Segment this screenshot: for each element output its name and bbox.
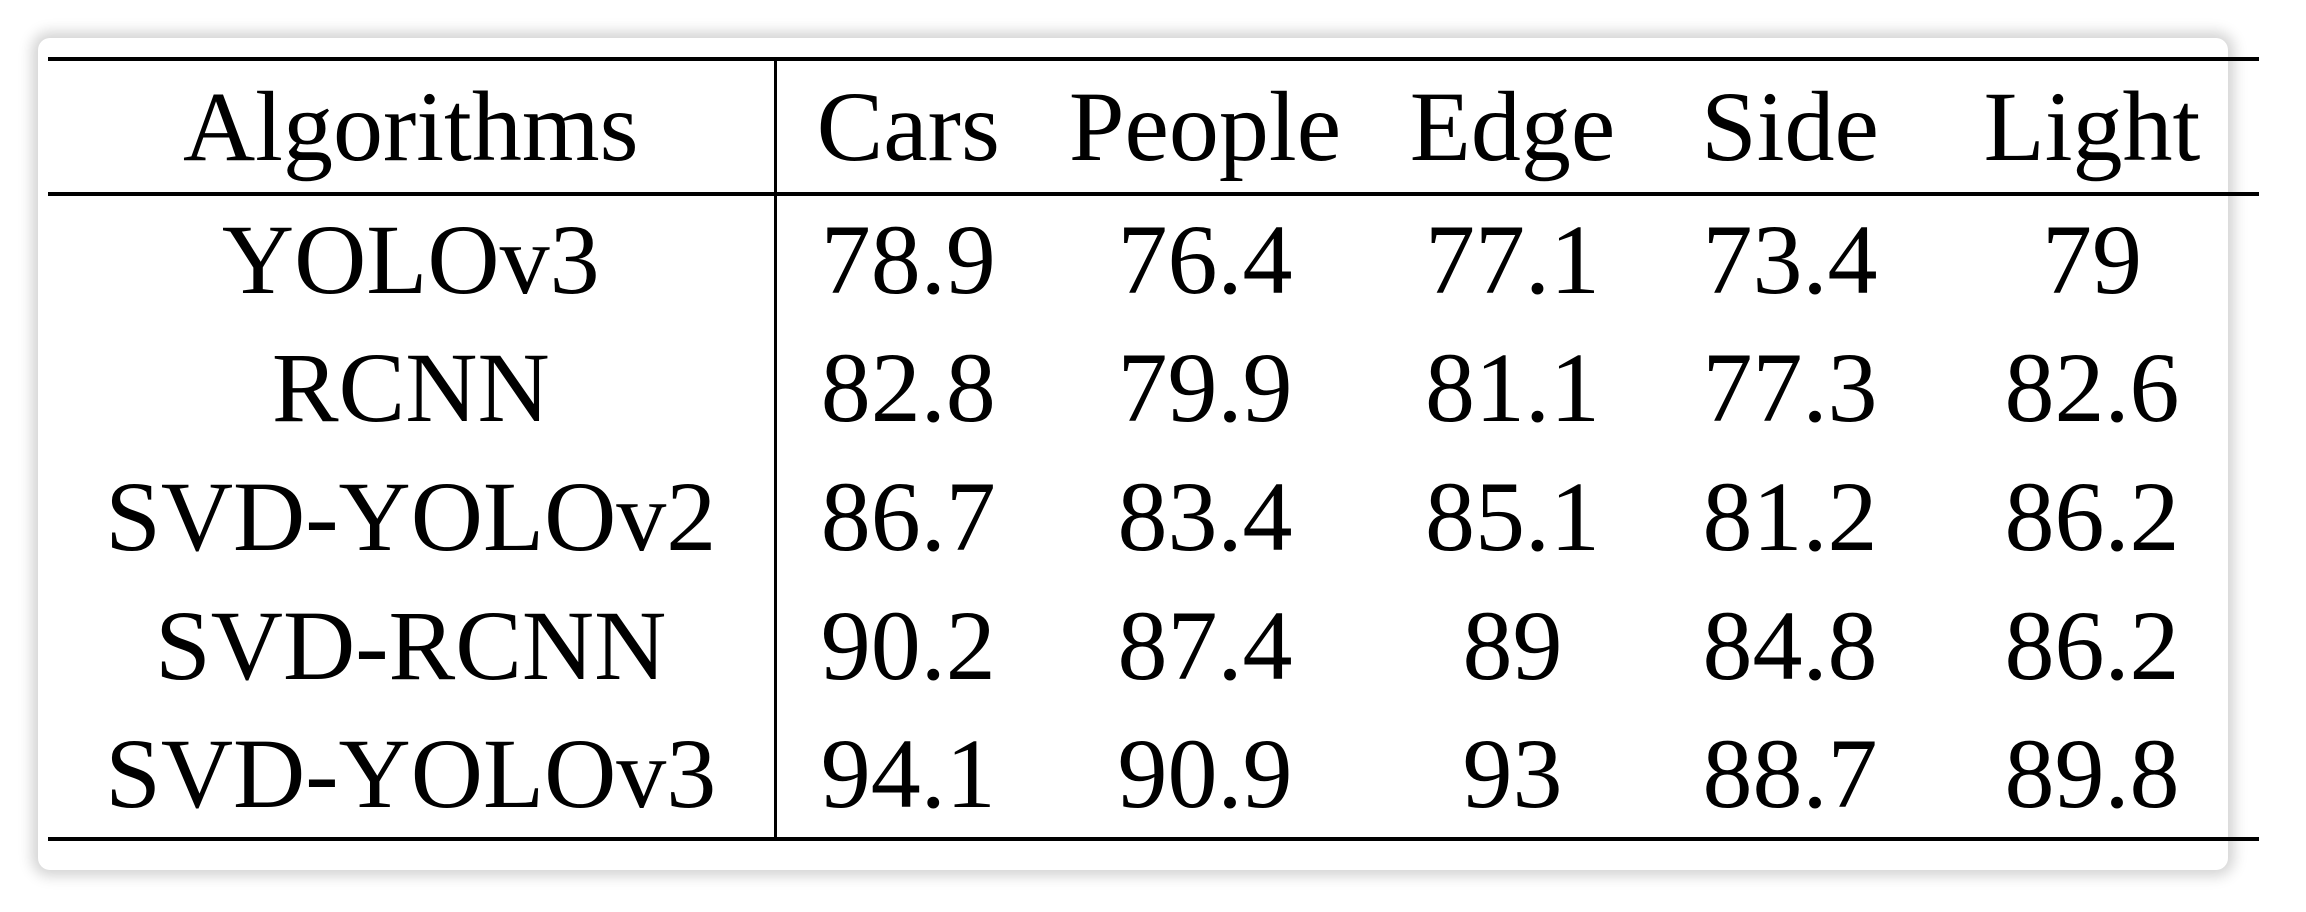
header-edge: Edge [1370,57,1655,196]
algorithm-cell: RCNN [48,323,777,452]
table-row: RCNN 82.8 79.9 81.1 77.3 82.6 [48,323,2259,452]
table-row: SVD-YOLOv2 86.7 83.4 85.1 81.2 86.2 [48,452,2259,581]
value-cell: 77.3 [1702,332,1878,443]
value-cell: 87.4 [1117,590,1293,701]
value-cell: 86.7 [820,461,996,572]
value-cell: 77.1 [1425,204,1600,315]
value-cell: 90.9 [1040,710,1370,841]
value-cell: 90.2 [820,590,996,701]
value-cell: 76.4 [1117,204,1293,315]
value-cell: 81.2 [1702,461,1878,572]
algorithm-cell: SVD-RCNN [48,581,777,710]
value-cell: 93 [1370,710,1655,841]
value-cell: 94.1 [775,710,1040,841]
value-cell: 85.1 [1425,461,1600,572]
value-cell: 83.4 [1117,461,1293,572]
value-cell: 88.7 [1655,710,1925,841]
value-cell: 89.8 [1925,710,2259,841]
value-cell: 86.2 [2004,590,2180,701]
value-cell: 78.9 [820,204,996,315]
value-cell: 84.8 [1702,590,1878,701]
value-cell: 79.9 [1117,332,1293,443]
value-cell: 82.8 [820,332,996,443]
value-cell: 79 [2042,204,2142,315]
algorithm-cell: SVD-YOLOv2 [48,452,777,581]
header-cars: Cars [775,57,1040,196]
value-cell: 82.6 [2004,332,2180,443]
header-side: Side [1655,57,1925,196]
results-table: Algorithms Cars People Edge Side Light Y… [48,57,2259,841]
algorithm-cell: YOLOv3 [48,194,777,323]
header-row: Algorithms Cars People Edge Side Light [48,57,2259,196]
table-row: SVD-YOLOv3 94.1 90.9 93 88.7 89.8 [48,710,2259,841]
algorithm-cell: SVD-YOLOv3 [48,710,777,841]
value-cell: 89 [1462,590,1563,701]
header-algorithms: Algorithms [48,57,777,196]
table-row: YOLOv3 78.9 76.4 77.1 73.4 79 [48,194,2259,323]
value-cell: 86.2 [2004,461,2180,572]
value-cell: 81.1 [1425,332,1600,443]
table-row: SVD-RCNN 90.2 87.4 89 84.8 86.2 [48,581,2259,710]
value-cell: 73.4 [1702,204,1878,315]
header-light: Light [1925,57,2259,196]
header-people: People [1040,57,1370,196]
